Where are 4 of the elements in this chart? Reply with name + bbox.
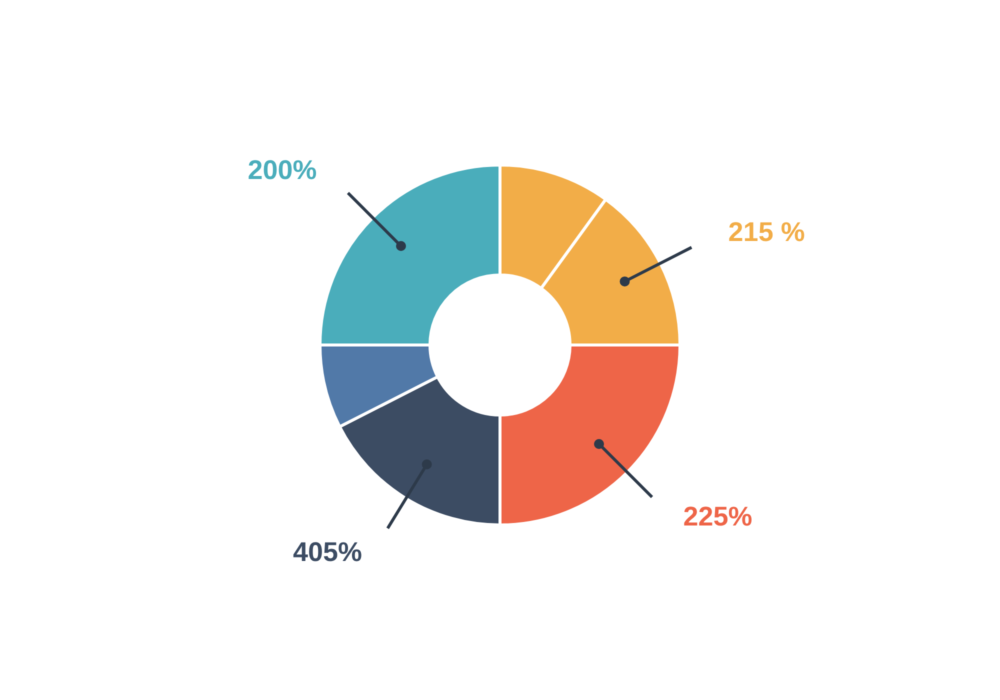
- text: 225%: [683, 501, 752, 532]
- text: 215 %: [728, 216, 805, 247]
- text: 200%: [248, 154, 317, 185]
- text: 405%: [292, 537, 362, 568]
